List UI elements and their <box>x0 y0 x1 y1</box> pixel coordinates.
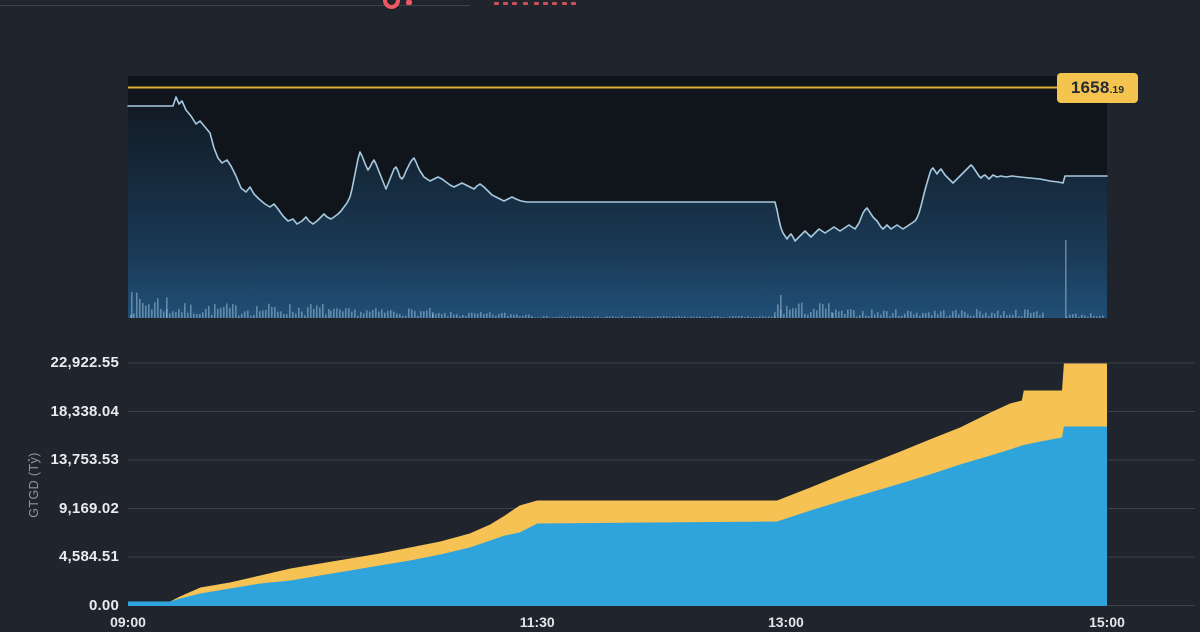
y-tick-label: 22,922.55 <box>50 354 119 371</box>
price-area-fill <box>128 97 1107 318</box>
clipped-red-text-fragment <box>512 2 517 5</box>
y-tick-label: 4,584.51 <box>59 548 119 565</box>
clipped-red-text-fragment <box>494 2 499 5</box>
clipped-header-ticker-text <box>0 0 1200 10</box>
reference-price-decimal: .19 <box>1109 84 1125 96</box>
clipped-red-text-fragment <box>383 0 400 9</box>
y-tick-label: 13,753.53 <box>50 451 119 468</box>
clipped-red-text-fragment <box>562 2 567 5</box>
clipped-red-text-fragment <box>534 2 539 5</box>
price-line <box>127 96 1108 242</box>
volume-bars-overlay <box>130 240 1104 318</box>
x-tick-label: 13:00 <box>767 614 804 630</box>
y-tick-label: 0.00 <box>89 596 119 614</box>
x-tick-label: 11:30 <box>519 614 555 630</box>
volume-axis-title: GTGD (Tỷ) <box>27 452 41 518</box>
matched-value-area <box>128 426 1107 606</box>
reference-price-label: 1658.19 <box>1057 73 1138 103</box>
clipped-red-text-fragment <box>523 2 528 5</box>
x-tick-label: 09:00 <box>110 614 146 630</box>
clipped-red-text-fragment <box>406 0 412 5</box>
clipped-red-text-fragment <box>543 2 548 5</box>
clipped-red-text-fragment <box>503 2 508 5</box>
clipped-red-text-fragment <box>552 2 557 5</box>
y-tick-label: 9,169.02 <box>59 499 119 517</box>
reference-price-value: 1658 <box>1070 78 1110 97</box>
y-tick-label: 18,338.04 <box>50 402 119 420</box>
clipped-red-text-fragment <box>571 2 576 5</box>
x-tick-label: 15:00 <box>1089 614 1125 630</box>
header-divider <box>0 5 470 6</box>
